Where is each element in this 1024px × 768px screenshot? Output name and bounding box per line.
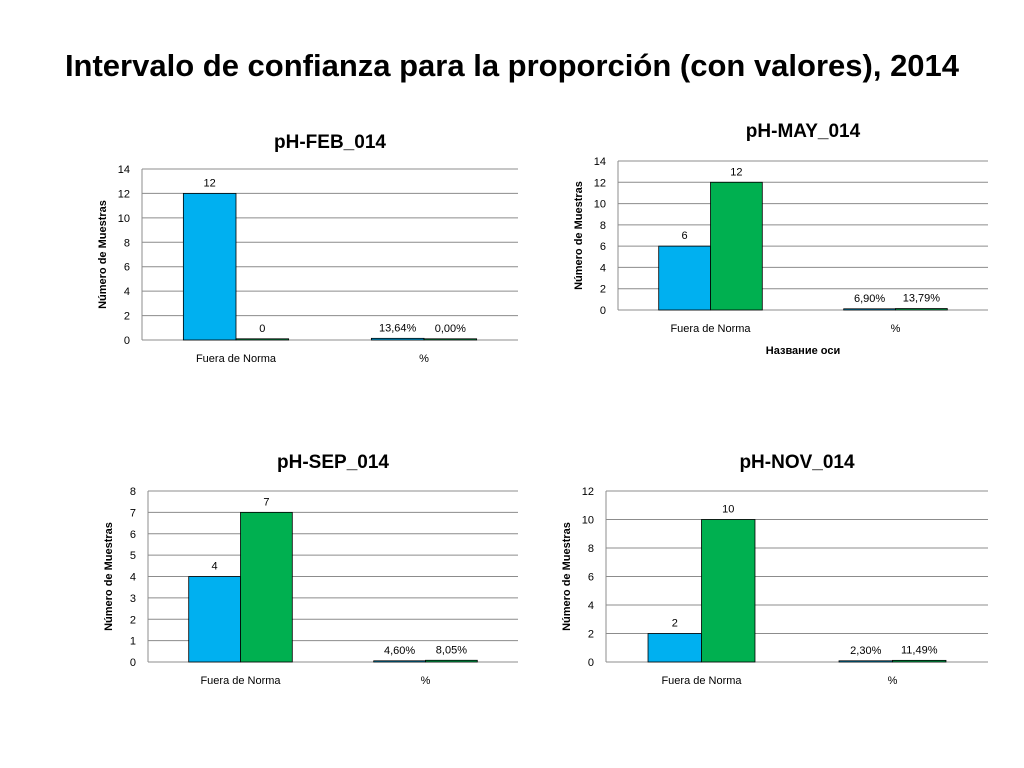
slide-title: Intervalo de confianza para la proporció… — [64, 48, 960, 83]
y-tick-label: 4 — [588, 600, 594, 612]
bar-serie-1 — [182, 193, 237, 341]
x-category-label: % — [421, 675, 431, 687]
x-category-label: Fuera de Norma — [200, 675, 281, 687]
y-tick-label: 2 — [124, 311, 130, 323]
y-axis-label: Número de Muestras — [97, 200, 109, 309]
chart-ph-may: pH-MAY_014 0 2 4 6 8 10 12 14 Número de Muestras 6… — [573, 121, 988, 357]
y-tick-label: 2 — [130, 614, 136, 626]
data-label: 7 — [263, 496, 269, 508]
data-label: 2 — [672, 618, 678, 630]
bar-serie-1 — [373, 660, 426, 663]
bar-serie-2 — [710, 181, 763, 311]
data-label: 12 — [204, 177, 216, 189]
data-label: 4 — [212, 561, 218, 573]
x-category-label: % — [419, 353, 429, 365]
y-tick-label: 12 — [594, 177, 606, 189]
y-tick-label: 14 — [118, 164, 130, 176]
x-axis-label: Название оси — [766, 345, 840, 357]
y-tick-label: 6 — [124, 262, 130, 274]
y-tick-label: 1 — [130, 636, 136, 648]
data-label: 0,00% — [435, 323, 466, 335]
y-tick-label: 10 — [582, 515, 594, 527]
chart-title: pH-NOV_014 — [739, 452, 855, 473]
y-tick-label: 6 — [130, 529, 136, 541]
y-tick-label: 6 — [588, 572, 594, 584]
y-tick-label: 7 — [130, 507, 136, 519]
x-category-label: % — [888, 675, 898, 687]
y-tick-label: 8 — [588, 543, 594, 555]
y-tick-label: 8 — [124, 237, 130, 249]
bar-serie-2 — [895, 308, 948, 311]
y-tick-label: 0 — [130, 657, 136, 669]
chart-title: pH-FEB_014 — [274, 132, 386, 153]
data-label: 8,05% — [436, 644, 467, 656]
y-tick-label: 4 — [124, 286, 130, 298]
y-tick-label: 10 — [594, 199, 606, 211]
y-tick-label: 10 — [118, 213, 130, 225]
data-label: 11,49% — [901, 644, 938, 656]
y-tick-label: 4 — [600, 262, 606, 274]
bar-serie-1 — [647, 633, 702, 663]
x-category-label: % — [891, 323, 901, 335]
chart-ph-feb: pH-FEB_014 0 2 4 6 8 10 12 14 Número de Muestras 1… — [97, 132, 518, 365]
y-tick-label: 2 — [588, 629, 594, 641]
y-tick-label: 8 — [600, 220, 606, 232]
y-tick-label: 3 — [130, 593, 136, 605]
x-category-label: Fuera de Norma — [670, 323, 751, 335]
bar-serie-2 — [701, 519, 756, 663]
bar-serie-2 — [423, 338, 478, 341]
bar-serie-1 — [188, 576, 241, 663]
y-tick-label: 12 — [118, 188, 130, 200]
y-tick-label: 12 — [582, 486, 594, 498]
y-tick-label: 6 — [600, 241, 606, 253]
data-label: 13,64% — [379, 322, 417, 334]
y-tick-label: 5 — [130, 550, 136, 562]
bar-serie-2 — [425, 659, 478, 663]
data-label: 4,60% — [384, 645, 415, 657]
data-label: 13,79% — [903, 293, 941, 305]
bar-serie-2 — [892, 659, 947, 663]
bar-serie-2 — [240, 511, 293, 663]
chart-ph-nov: pH-NOV_014 0 2 4 6 8 10 12 Número de Muestras 2 10… — [561, 452, 988, 687]
y-tick-label: 0 — [600, 305, 606, 317]
chart-title: pH-SEP_014 — [277, 452, 389, 473]
y-axis-label: Número de Muestras — [103, 522, 115, 631]
y-tick-label: 4 — [130, 572, 136, 584]
y-axis-label: Número de Muestras — [561, 522, 573, 631]
bar-serie-1 — [843, 308, 896, 311]
x-category-label: Fuera de Norma — [196, 353, 277, 365]
data-label: 12 — [730, 166, 742, 178]
x-category-label: Fuera de Norma — [661, 675, 742, 687]
data-label: 10 — [722, 504, 734, 516]
y-tick-label: 14 — [594, 156, 606, 168]
data-label: 0 — [259, 323, 265, 335]
data-label: 6 — [682, 230, 688, 242]
chart-title: pH-MAY_014 — [746, 121, 861, 142]
data-label: 6,90% — [854, 293, 885, 305]
y-tick-label: 0 — [588, 657, 594, 669]
y-tick-label: 8 — [130, 486, 136, 498]
y-axis-label: Número de Muestras — [573, 181, 585, 290]
bar-serie-1 — [370, 337, 425, 341]
y-tick-label: 2 — [600, 284, 606, 296]
bar-serie-1 — [658, 245, 711, 311]
y-tick-label: 0 — [124, 335, 130, 347]
bar-serie-1 — [838, 660, 893, 663]
bar-serie-2 — [235, 338, 290, 341]
data-label: 2,30% — [850, 645, 881, 657]
chart-ph-sep: pH-SEP_014 0 1 2 3 4 5 6 7 8 Número de Muestras 4 7 F… — [103, 452, 518, 687]
